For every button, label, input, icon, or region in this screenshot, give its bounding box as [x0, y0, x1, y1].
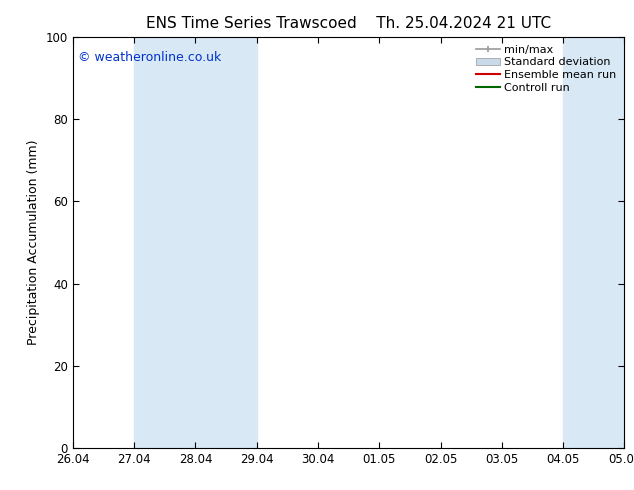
- Text: © weatheronline.co.uk: © weatheronline.co.uk: [79, 51, 222, 64]
- Y-axis label: Precipitation Accumulation (mm): Precipitation Accumulation (mm): [27, 140, 40, 345]
- Legend: min/max, Standard deviation, Ensemble mean run, Controll run: min/max, Standard deviation, Ensemble me…: [474, 42, 619, 95]
- Bar: [563, 37, 634, 448]
- Bar: [134, 37, 257, 448]
- Title: ENS Time Series Trawscoed    Th. 25.04.2024 21 UTC: ENS Time Series Trawscoed Th. 25.04.2024…: [146, 17, 551, 31]
